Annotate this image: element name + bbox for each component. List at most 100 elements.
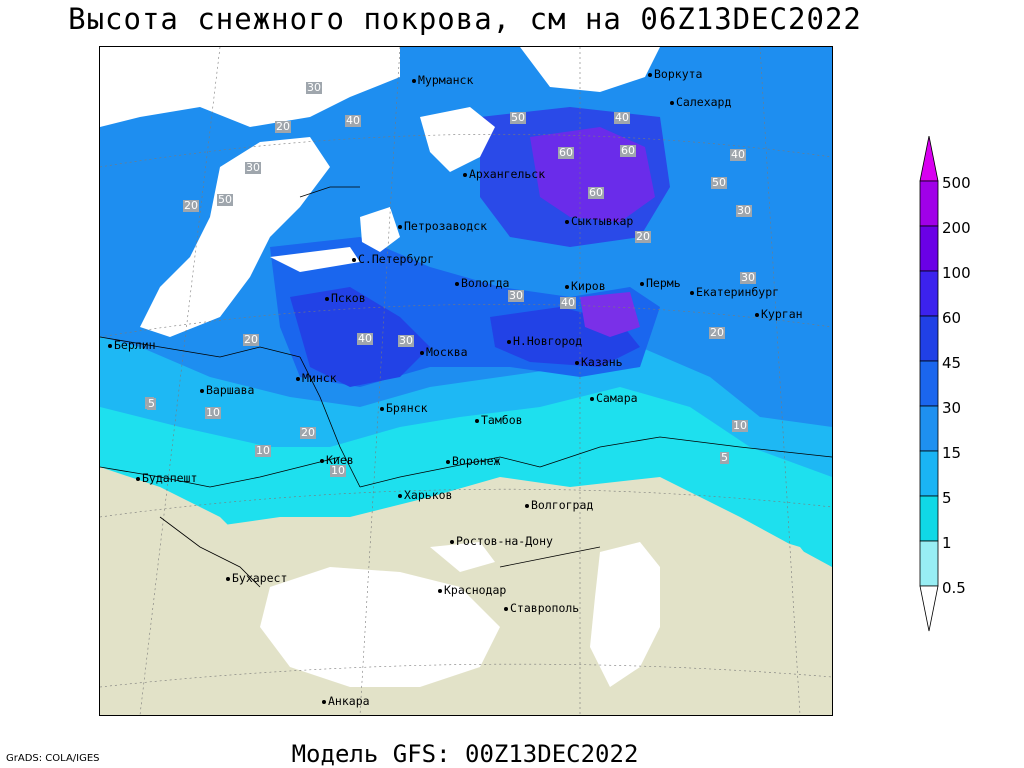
legend-level: 1 (942, 534, 952, 552)
city-kurgan: Курган (755, 307, 803, 321)
contour-label: 30 (306, 81, 322, 94)
legend-swatch (919, 360, 939, 407)
legend-swatch (919, 225, 939, 272)
legend-swatch (919, 405, 939, 452)
city-vorkuta: Воркута (648, 67, 702, 81)
gulf-of-finland (270, 247, 360, 272)
contour-label: 30 (736, 204, 752, 217)
city-ankara: Анкара (322, 694, 370, 708)
city-stavropol: Ставрополь (504, 601, 579, 615)
sea-of-azov (430, 542, 495, 572)
legend-level: 200 (942, 219, 971, 237)
graticule (100, 47, 832, 715)
black-sea (260, 567, 500, 687)
city-murmansk: Мурманск (412, 73, 473, 87)
city-samara: Самара (590, 391, 638, 405)
contour-label: 40 (730, 148, 746, 161)
legend-swatch (919, 315, 939, 362)
legend-swatch (919, 180, 939, 227)
city-salekhard: Салехард (670, 95, 731, 109)
city-bryansk: Брянск (380, 401, 428, 415)
legend-level: 30 (942, 399, 962, 417)
contour-label: 50 (510, 111, 526, 124)
contour-label: 20 (243, 333, 259, 346)
contour-label: 5 (147, 397, 156, 410)
contour-label: 30 (398, 334, 414, 347)
contour-label: 30 (245, 161, 261, 174)
contour-label: 50 (711, 176, 727, 189)
caspian-sea (590, 542, 660, 687)
legend-level: 5 (942, 489, 952, 507)
map-title: Высота снежного покрова, см на 06Z13DEC2… (68, 2, 862, 36)
contour-label: 50 (217, 193, 233, 206)
city-moskva: Москва (420, 345, 468, 359)
city-rostov: Ростов-на-Дону (450, 534, 553, 548)
contour-label: 10 (732, 419, 748, 432)
legend-level: 60 (942, 309, 962, 327)
city-perm: Пермь (640, 276, 681, 290)
contour-label: 5 (720, 451, 729, 464)
legend-swatch (919, 450, 939, 497)
legend-colorbar (919, 135, 939, 632)
contour-label: 40 (357, 332, 373, 345)
map-canvas (100, 47, 832, 715)
legend-level: 500 (942, 174, 971, 192)
city-kharkov: Харьков (398, 488, 452, 502)
city-tambov: Тамбов (475, 413, 523, 427)
contour-label: 40 (560, 296, 576, 309)
legend-swatch (919, 540, 939, 587)
legend-swatch (919, 270, 939, 317)
city-pskov: Псков (325, 291, 366, 305)
legend-level: 45 (942, 354, 962, 372)
contour-label: 40 (614, 111, 630, 124)
contour-label: 60 (620, 144, 636, 157)
city-kiev: Киев (320, 453, 354, 467)
legend-level: 100 (942, 264, 971, 282)
legend-swatch-top (919, 135, 939, 182)
contour-label: 30 (740, 271, 756, 284)
snow-depth-map: 30 20 40 60 50 10 5 30 20 40 60 30 40 20… (99, 46, 833, 716)
contour-label: 20 (183, 199, 199, 212)
city-spb: С.Петербург (352, 252, 434, 266)
contour-label: 20 (635, 230, 651, 243)
color-legend: 500 200 100 60 45 30 15 5 1 0.5 (912, 135, 1022, 636)
grads-credit: GrADS: COLA/IGES (6, 753, 100, 764)
city-vologda: Вологда (455, 276, 509, 290)
snow-zone-violet-2 (580, 292, 640, 337)
legend-swatch (919, 495, 939, 542)
legend-swatch-bottom (919, 585, 939, 632)
city-bukharest: Бухарест (226, 571, 287, 585)
contour-label: 10 (255, 444, 271, 457)
city-arkhangelsk: Архангельск (463, 167, 545, 181)
kara-sea (520, 47, 660, 92)
legend-level: 15 (942, 444, 962, 462)
baltic-sea (140, 137, 330, 337)
barents-sea (100, 47, 400, 127)
city-ekaterinburg: Екатеринбург (690, 285, 779, 299)
contour-label: 20 (275, 120, 291, 133)
city-volgograd: Волгоград (525, 498, 593, 512)
city-syktyvkar: Сыктывкар (565, 214, 633, 228)
city-nnovgorod: Н.Новгород (507, 334, 582, 348)
contour-label: 60 (558, 146, 574, 159)
country-borders (100, 186, 832, 588)
contour-label: 60 (588, 186, 604, 199)
city-voronezh: Воронеж (446, 454, 500, 468)
contour-label: 20 (709, 326, 725, 339)
contour-label: 10 (205, 406, 221, 419)
city-minsk: Минск (296, 371, 337, 385)
contour-label: 30 (508, 289, 524, 302)
city-varshava: Варшава (200, 383, 254, 397)
white-sea (420, 107, 495, 172)
contour-label: 40 (345, 114, 361, 127)
city-petrozavodsk: Петрозаводск (398, 219, 487, 233)
city-berlin: Берлин (108, 338, 156, 352)
legend-level: 0.5 (942, 579, 966, 597)
city-krasnodar: Краснодар (438, 583, 506, 597)
city-kirov: Киров (565, 279, 606, 293)
contour-label: 10 (330, 464, 346, 477)
city-budapesht: Будапешт (136, 471, 197, 485)
model-footer: Модель GFS: 00Z13DEC2022 (291, 740, 639, 768)
city-kazan: Казань (575, 355, 623, 369)
bare-land-southwest (100, 467, 280, 715)
